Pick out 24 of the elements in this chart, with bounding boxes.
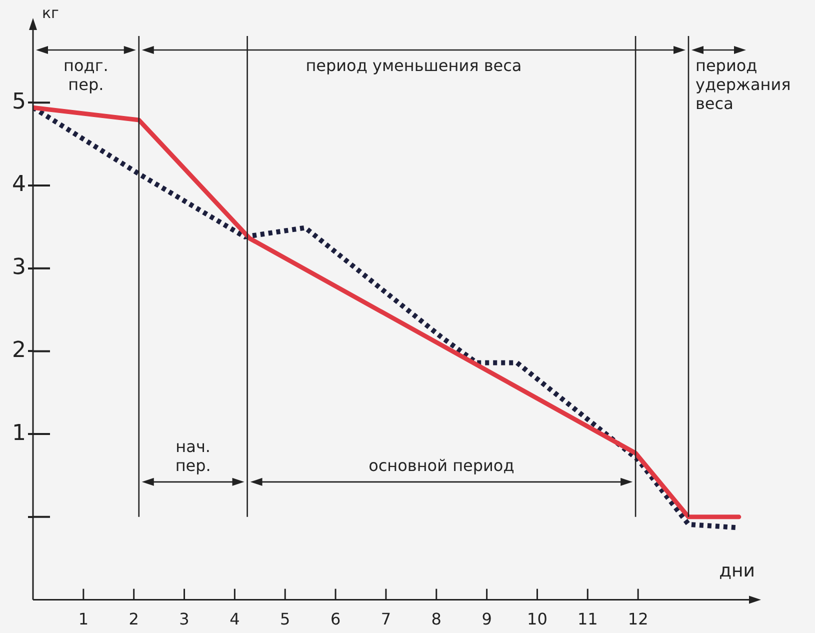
annotation: период уменьшения веса — [306, 56, 522, 76]
x-tick-label: 12 — [628, 610, 648, 629]
annotation: нач. пер. — [175, 437, 211, 476]
x-tick-label: 3 — [179, 610, 190, 629]
annotation: период удержания веса — [695, 56, 791, 114]
y-tick-label: 3 — [12, 255, 26, 280]
y-tick-label: 5 — [12, 89, 26, 114]
x-tick-label: 9 — [482, 610, 492, 629]
x-tick-label: 8 — [431, 610, 442, 629]
y-tick-label: 2 — [12, 338, 26, 363]
x-tick-label: 5 — [280, 610, 290, 629]
x-tick-label: 4 — [230, 610, 240, 629]
x-tick-label: 6 — [330, 610, 341, 629]
x-tick-label: 2 — [128, 610, 139, 629]
x-tick-label: 10 — [527, 610, 548, 629]
x-axis-title: дни — [719, 560, 755, 582]
y-tick-label: 4 — [12, 172, 26, 198]
annotation: подг. пер. — [64, 56, 108, 94]
x-tick-label: 1 — [78, 610, 89, 629]
y-axis-title: кг — [42, 4, 60, 22]
x-tick-label: 11 — [577, 610, 598, 629]
y-tick-label: 1 — [12, 420, 26, 446]
annotation: основной период — [368, 456, 514, 476]
x-tick-label: 7 — [380, 610, 392, 629]
